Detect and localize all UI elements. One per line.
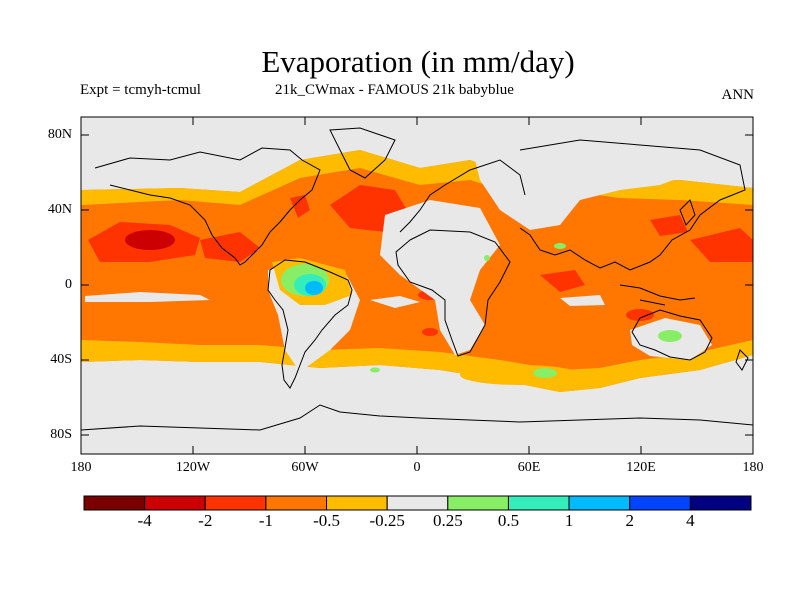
tick-marks [81,117,753,454]
colorbar-swatch [265,495,328,511]
field-red-indian [540,270,585,292]
colorbar-label: -0.25 [369,511,405,530]
map-title: Evaporation (in mm/day) [261,44,575,79]
field-red-kuroshio [650,215,688,236]
x-tick-label: 120E [626,460,656,475]
field-red-indonesia [626,309,654,321]
field-green-australia [658,330,682,342]
colorbar-swatch [204,495,267,511]
coast-north-america [94,147,321,266]
field-red-satlantic [422,328,438,336]
coast-greenland [329,127,396,179]
coast-south-america [267,259,353,389]
x-tick-label: 180 [742,460,764,475]
colorbar-label: 0.5 [497,511,520,530]
colorbar-swatch [144,495,206,511]
colorbar-swatch [507,495,570,511]
field-yellow-patch [460,365,580,385]
field-neutral-africa [380,200,500,355]
colorbar [83,495,752,511]
colorbar-label: -4 [137,511,152,530]
colorbar-label: 4 [686,511,695,530]
colorbar-swatch [568,495,631,511]
experiment-label: Expt = tcmyh-tcmul [80,82,201,98]
field-equatorial-indian [560,295,605,306]
map-field [81,117,753,454]
field-neutral-eurasia [470,140,700,230]
colorbar-swatch [326,495,388,511]
run-label: 21k_CWmax - FAMOUS 21k babyblue [275,82,514,98]
y-tick-label: 80S [50,427,72,442]
field-equatorial-pacific [85,292,210,302]
field-green-satlantic [370,367,380,373]
field-green-southern-ocean [533,368,557,378]
colorbar-swatch [447,495,509,511]
x-tick-label: 180 [70,460,92,475]
y-tick-label: 40S [50,352,72,367]
y-tick-label: 0 [65,277,72,292]
y-tick-label: 80N [47,127,72,142]
colorbar-swatch [629,495,691,511]
colorbar-swatch [83,495,146,511]
field-yellow-south [81,340,753,392]
colorbar-label: -2 [198,511,213,530]
field-blue-amazon [305,281,323,295]
field-green-arabia [554,243,566,249]
coast-europe [399,159,526,233]
coast-africa [395,229,511,357]
colorbar-swatch [386,495,449,511]
colorbar-label: 1 [564,511,574,530]
x-tick-label: 0 [413,460,421,475]
coast-indonesia [619,284,696,306]
field-darkred-npacific [125,230,175,250]
season-label: ANN [721,87,755,103]
colorbar-swatch [689,495,752,511]
colorbar-label: 0.25 [432,511,463,530]
coastlines [81,127,753,431]
coast-antarctica [81,404,753,431]
coast-australia [631,309,713,361]
field-red-wpacific [690,228,753,262]
x-tick-label: 60W [291,460,319,475]
field-red-gulfstream [290,195,310,218]
coast-new-zealand [735,349,749,371]
x-tick-label: 60E [517,460,541,475]
coast-asia [519,139,746,271]
field-green-africa [484,255,490,261]
colorbar-label: -1 [258,511,273,530]
field-equatorial-atlantic [370,296,420,308]
y-tick-label: 40N [47,202,72,217]
coast-japan [679,199,696,226]
colorbar-label: -0.5 [313,511,340,530]
x-tick-label: 120W [175,460,211,475]
colorbar-label: 2 [625,511,634,530]
